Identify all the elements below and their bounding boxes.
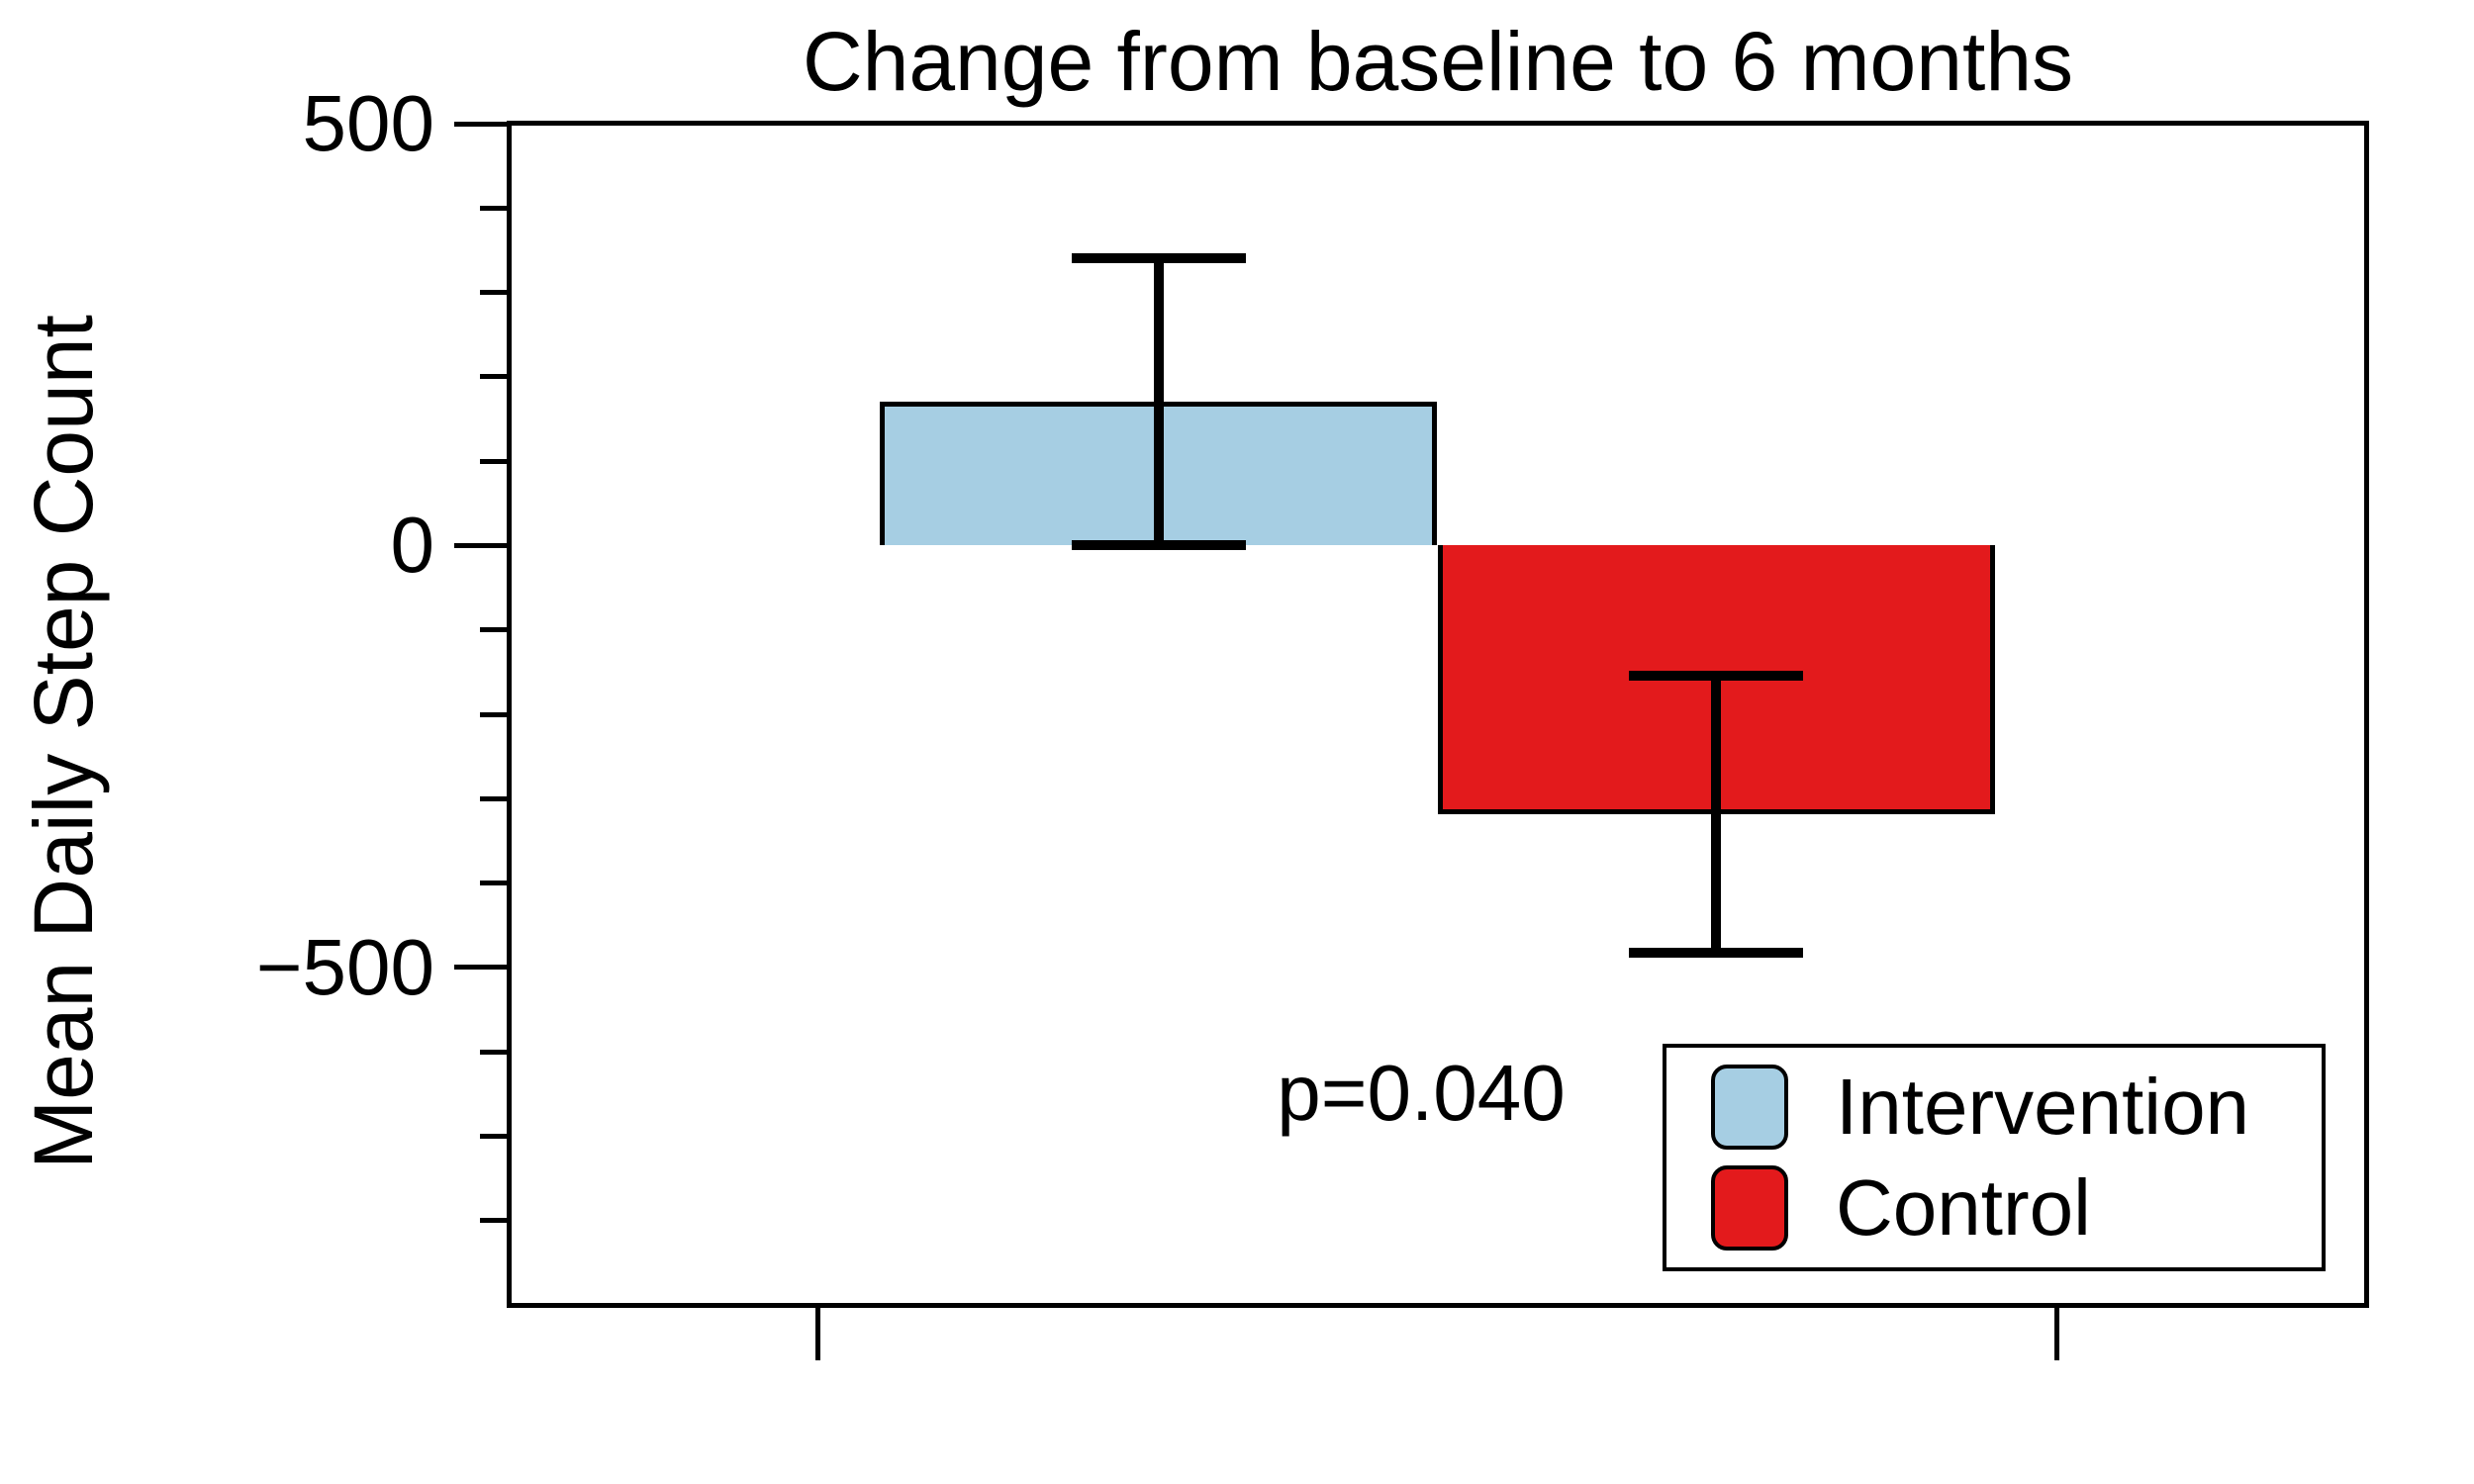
y-minor-tick [480,711,509,717]
plot-area [507,121,2369,1308]
y-minor-tick [480,458,509,464]
y-minor-tick [480,290,509,296]
error-bar-cap-top-control [1629,670,1804,681]
legend-label-control: Control [1836,1163,2091,1252]
error-bar-line-control [1711,675,1722,953]
error-bar-cap-bottom-intervention [1071,540,1246,551]
error-bar-cap-bottom-control [1629,947,1804,958]
y-tick-label: 0 [390,501,435,590]
y-minor-tick [480,374,509,380]
x-tick [815,1306,821,1360]
legend-item-control: Control [1666,1163,2322,1252]
y-minor-tick [480,1133,509,1139]
chart-title: Change from baseline to 6 months [802,15,2074,108]
y-minor-tick [480,627,509,633]
legend: Intervention Control [1663,1044,2326,1271]
x-tick [2053,1306,2059,1360]
error-bar-line-intervention [1153,257,1164,546]
legend-item-intervention: Intervention [1666,1062,2322,1151]
error-bar-cap-top-intervention [1071,252,1246,263]
y-major-tick [454,965,509,971]
y-minor-tick [480,881,509,886]
y-minor-tick [480,1218,509,1224]
legend-swatch-intervention [1711,1064,1788,1150]
y-minor-tick [480,1049,509,1055]
y-major-tick [454,542,509,548]
y-tick-label: −500 [255,922,434,1011]
y-minor-tick [480,795,509,801]
y-tick-label: 500 [302,79,434,167]
legend-label-intervention: Intervention [1836,1062,2250,1151]
legend-swatch-control [1711,1165,1788,1252]
p-value-annotation: p=0.040 [1277,1049,1566,1137]
y-minor-tick [480,205,509,211]
y-major-tick [454,121,509,127]
